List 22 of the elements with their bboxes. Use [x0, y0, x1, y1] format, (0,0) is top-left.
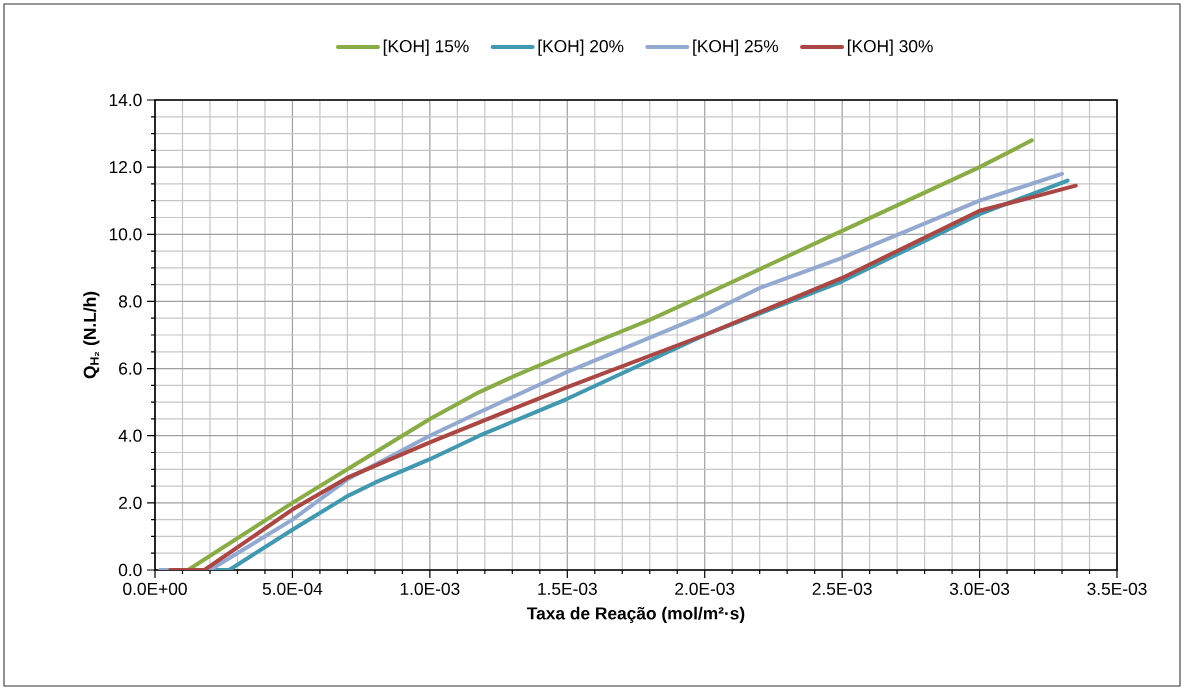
x-tick-label: 5.0E-04	[262, 582, 323, 595]
y-axis-title: Q$_{H₂}$ (N.L/h)	[83, 291, 100, 379]
x-tick-label: 1.0E-03	[400, 582, 460, 595]
x-tick-label: 2.5E-03	[812, 582, 872, 595]
x-axis-title: Taxa de Reação (mol/m²·s)	[527, 606, 745, 623]
x-tick-label: 2.0E-03	[675, 582, 735, 595]
y-tick-label: 14.0	[109, 93, 142, 107]
legend-label: [KOH] 15%	[383, 39, 469, 56]
y-tick-label: 4.0	[118, 429, 142, 442]
x-tick-label: 1.5E-03	[538, 582, 597, 595]
x-tick-label: 0.0E+00	[123, 582, 187, 595]
x-tick-label: 3.0E-03	[949, 582, 1010, 595]
legend-label: [KOH] 20%	[538, 39, 624, 56]
x-tick-label: 3.5E-03	[1087, 582, 1147, 595]
y-tick-label: 2.0	[119, 496, 142, 509]
y-tick-label: 6.0	[119, 362, 142, 375]
y-tick-label: 0.0	[118, 563, 142, 577]
legend-label: [KOH] 25%	[693, 39, 779, 56]
y-tick-label: 8.0	[118, 295, 142, 308]
legend-label: [KOH] 30%	[847, 39, 933, 56]
y-tick-label: 12.0	[109, 161, 142, 174]
y-tick-label: 10.0	[109, 228, 142, 241]
